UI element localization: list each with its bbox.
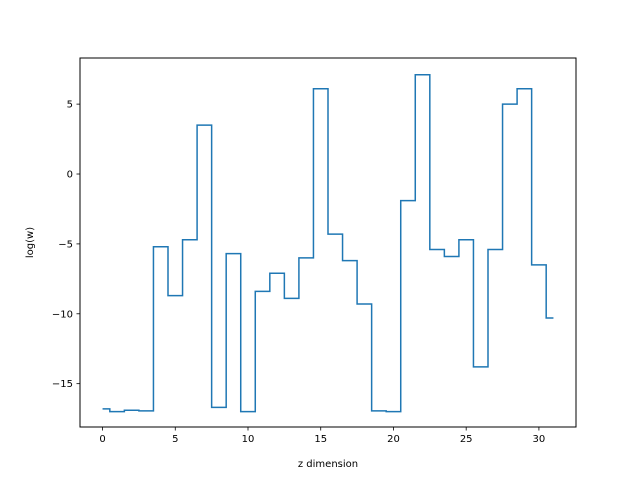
y-tick-label: −10 <box>52 309 73 320</box>
y-tick-label: 0 <box>67 170 73 181</box>
x-tick-label: 15 <box>314 434 327 445</box>
y-tick-label: −15 <box>52 379 73 390</box>
x-tick-label: 0 <box>99 434 105 445</box>
series-line-0 <box>102 74 554 413</box>
x-tick-label: 20 <box>387 434 400 445</box>
x-axis-label: z dimension <box>298 459 358 470</box>
axes-frame <box>79 57 577 428</box>
y-axis-ticks: −15 −10 −5 0 5 <box>52 100 80 390</box>
plot-area <box>102 74 554 413</box>
x-tick-label: 10 <box>242 434 255 445</box>
y-tick-label: 5 <box>67 100 73 111</box>
x-tick-label: 30 <box>533 434 546 445</box>
x-tick-label: 25 <box>460 434 473 445</box>
x-tick-label: 5 <box>172 434 178 445</box>
x-axis-ticks: 0 5 10 15 20 25 30 <box>99 427 545 445</box>
y-tick-label: −5 <box>58 239 73 250</box>
y-axis-label: log(w) <box>25 227 36 258</box>
